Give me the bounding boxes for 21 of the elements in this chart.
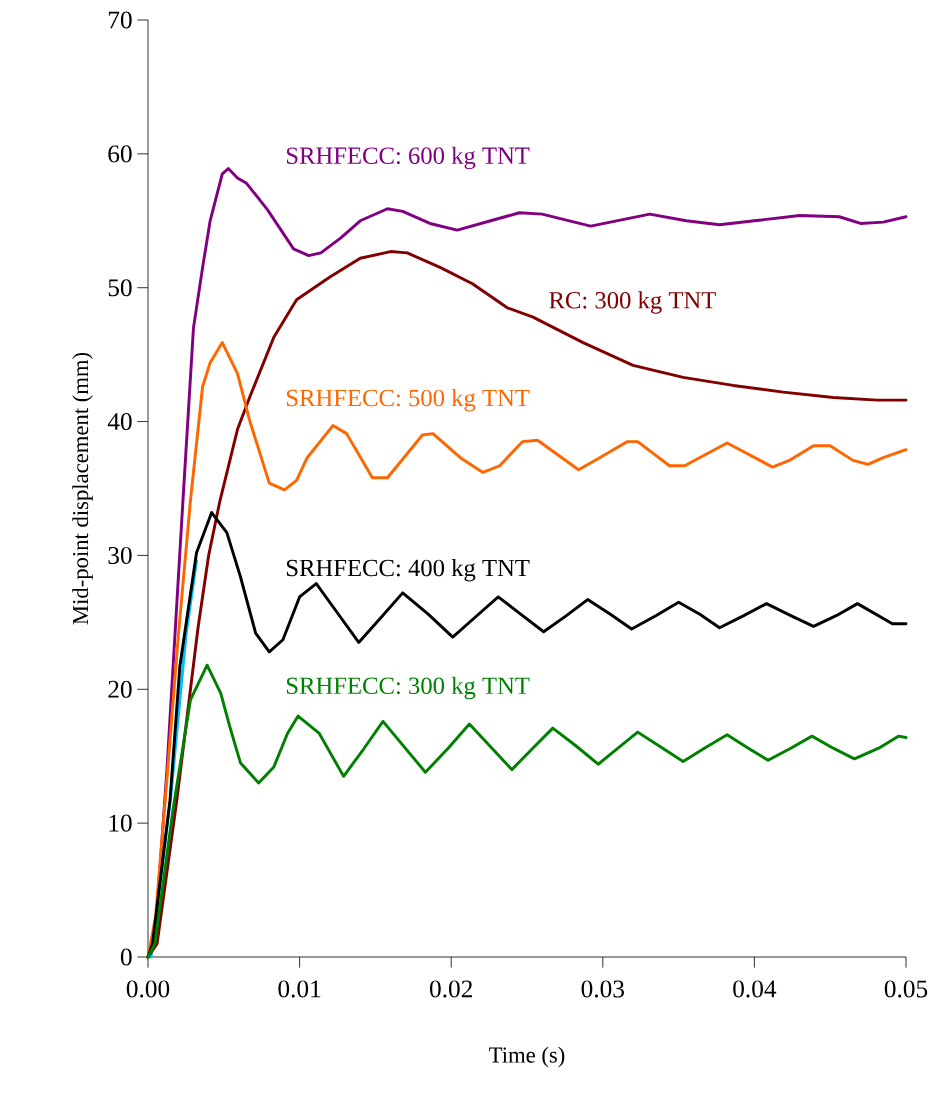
- y-tick-label: 20: [108, 680, 132, 698]
- y-axis-title: Mid-point displacement (mm): [72, 352, 93, 625]
- x-tick-label: 0.02: [429, 980, 472, 998]
- series-label: SRHFECC: 400 kg TNT: [286, 558, 530, 582]
- x-tick-label: 0.00: [126, 980, 170, 998]
- y-tick-label: 30: [108, 546, 132, 564]
- x-axis-title: Time (s): [489, 1046, 565, 1068]
- series-label: SRHFECC: 600 kg TNT: [286, 146, 530, 170]
- x-tick-label: 0.01: [278, 980, 321, 998]
- y-tick-label: 0: [120, 948, 132, 966]
- x-tick-label: 0.03: [581, 980, 624, 998]
- y-tick-label: 50: [108, 279, 132, 297]
- x-tick-label: 0.04: [733, 980, 777, 998]
- y-tick-label: 70: [108, 11, 132, 29]
- y-tick-label: 10: [109, 814, 132, 832]
- y-tick-label: 60: [108, 145, 132, 163]
- series-label: SRHFECC: 300 kg TNT: [286, 676, 530, 700]
- x-tick-label: 0.05: [884, 980, 928, 998]
- y-tick-label: 40: [107, 413, 132, 431]
- series-label: SRHFECC: 500 kg TNT: [286, 388, 530, 412]
- series-label: RC: 300 kg TNT: [549, 291, 716, 314]
